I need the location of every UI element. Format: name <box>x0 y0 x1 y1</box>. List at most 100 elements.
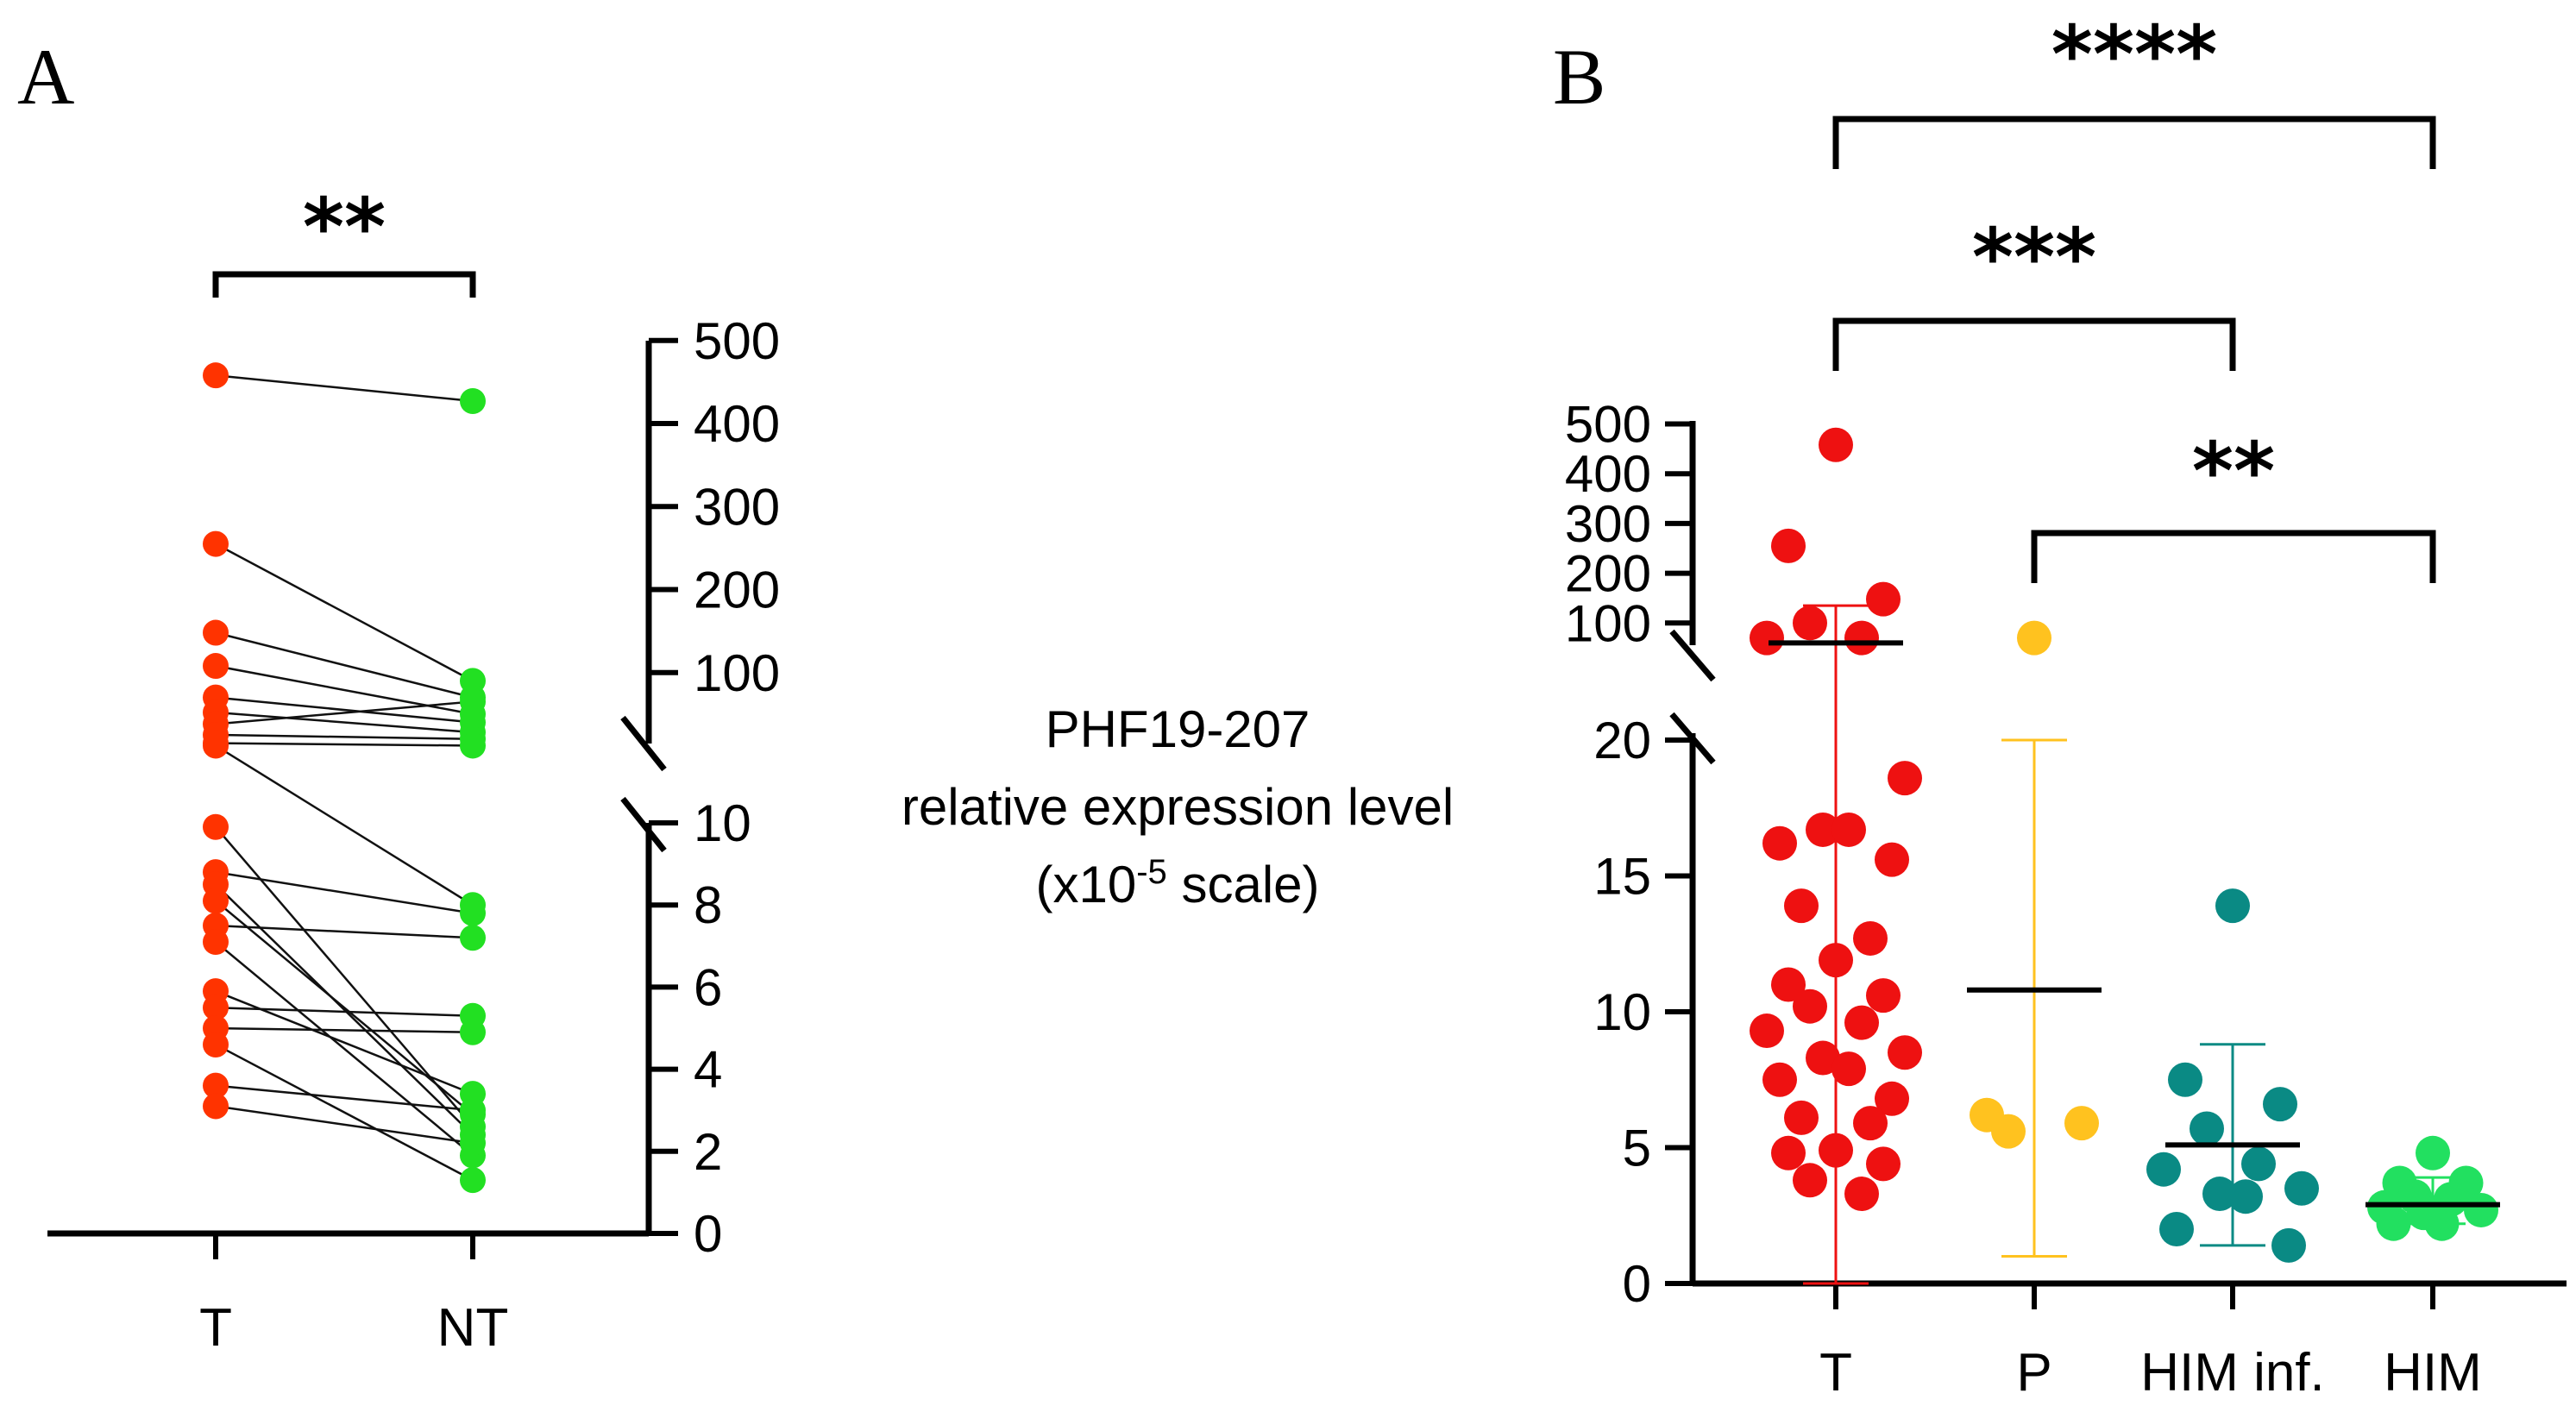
panel-b-point <box>2284 1170 2319 1206</box>
panel-b-tick-label-0: 0 <box>1623 1255 1651 1313</box>
panel-a-point-nt <box>460 1097 486 1124</box>
panel-b-point <box>1819 1133 1853 1168</box>
panel-a-point-t <box>203 995 229 1021</box>
panel-b-point <box>2416 1135 2450 1170</box>
panel-a-tick-label-100: 100 <box>694 644 780 702</box>
panel-b-points <box>1750 427 2498 1263</box>
panel-a-pair-line <box>215 696 474 724</box>
panel-a-axis-break-lower <box>620 796 667 853</box>
panel-a-pair-line <box>215 870 474 914</box>
panel-b-point <box>2241 1146 2276 1182</box>
panel-b-point <box>1888 761 1922 796</box>
panel-a-tick-label-300: 300 <box>694 478 780 536</box>
panel-b-point <box>2376 1206 2411 1241</box>
panel-b-point <box>2017 620 2051 656</box>
panel-label-b: B <box>1553 33 1605 121</box>
panel-a-point-t <box>203 362 229 389</box>
panel-b-point <box>1793 988 1827 1024</box>
panel-a-pair-line <box>215 373 474 403</box>
panel-b-point <box>1806 812 1840 847</box>
panel-a-point-nt <box>460 732 486 759</box>
panel-a-point-t <box>203 1072 229 1099</box>
panel-b-tick-label-300: 300 <box>1565 495 1651 553</box>
panel-a-pair-line <box>215 883 474 1136</box>
y-axis-title-unit-prefix: (x10 <box>1035 856 1136 913</box>
panel-b-tick-label-200: 200 <box>1565 545 1651 603</box>
y-axis-title: PHF19-207 relative expression level (x10… <box>902 700 1454 913</box>
panel-a-point-t <box>203 813 229 840</box>
panel-b-point <box>1844 620 1879 656</box>
panel-b-point <box>2146 1152 2181 1187</box>
panel-a-pair-line <box>215 733 474 740</box>
panel-a-tick-label-500: 500 <box>694 312 780 370</box>
panel-b-point <box>1853 920 1888 956</box>
panel-b-point <box>1819 943 1853 978</box>
panel-label-a: A <box>17 33 74 121</box>
panel-b-comparison-label: **** <box>2051 9 2217 101</box>
panel-b-error-bars <box>1803 604 2466 1285</box>
panel-b-tick-label-500: 500 <box>1565 396 1651 454</box>
panel-a-x-label-nt: NT <box>437 1298 509 1358</box>
panel-b-means <box>1769 640 2500 1208</box>
panel-b-point <box>1793 606 1827 641</box>
panel-a-point-t <box>203 619 229 646</box>
panel-b-point <box>2271 1227 2306 1263</box>
panel-a-axes: 0 2 4 6 8 10 100 200 300 400 500 T NT ** <box>47 181 780 1358</box>
panel-b-point <box>2263 1087 2297 1122</box>
panel-b-point <box>1784 1100 1819 1135</box>
panel-b-x-label-t: T <box>1819 1343 1852 1403</box>
panel-a-point-t <box>203 888 229 914</box>
panel-a-point-nt <box>460 1019 486 1045</box>
y-axis-title-line-1: PHF19-207 <box>1046 700 1310 758</box>
panel-a-tick-label-200: 200 <box>694 562 780 619</box>
panel-a-pair-line <box>215 664 474 716</box>
panel-b-point <box>1866 581 1901 617</box>
panel-b-point <box>1750 620 1784 656</box>
panel-a-pair-line <box>215 1026 474 1034</box>
panel-a-point-t <box>203 653 229 680</box>
panel-b-point <box>2464 1192 2498 1227</box>
panel-a-pair-line <box>215 1105 474 1145</box>
panel-a-tick-label-0: 0 <box>694 1205 722 1263</box>
panel-a-pair-line <box>215 941 474 1157</box>
panel-b-comparison-bracket <box>1832 317 2236 371</box>
panel-b-point <box>1750 1014 1784 1049</box>
panel-a-x-label-t: T <box>199 1298 232 1358</box>
panel-b-point <box>1793 1163 1827 1198</box>
panel-b-point <box>1771 528 1806 563</box>
panel-b-point <box>2215 888 2250 924</box>
panel-a-point-nt <box>460 688 486 715</box>
panel-a-pair-line <box>215 700 474 725</box>
y-axis-title-line-2: relative expression level <box>902 778 1454 836</box>
panel-b-tick-label-20: 20 <box>1593 712 1651 769</box>
panel-a-pair-line <box>215 711 474 734</box>
panel-a-significance-label: ** <box>303 181 386 273</box>
panel-b-tick-label-400: 400 <box>1565 445 1651 503</box>
panel-a-significance-bracket <box>212 271 476 298</box>
panel-b-point <box>2064 1106 2099 1141</box>
panel-b-comparison-bracket <box>1832 116 2436 169</box>
y-axis-title-unit-suffix: scale) <box>1167 856 1320 913</box>
panel-b-point <box>1866 1146 1901 1182</box>
panel-b-point <box>1866 978 1901 1014</box>
panel-a-pair-line <box>215 900 474 1115</box>
panel-a-points <box>203 362 486 1194</box>
panel-b-point <box>1991 1114 2026 1149</box>
panel-b-point <box>1784 888 1819 924</box>
panel-b-point <box>1888 1035 1922 1070</box>
panel-a-tick-label-8: 8 <box>694 876 722 934</box>
panel-a-point-t <box>203 929 229 956</box>
panel-a-tick-label-10: 10 <box>694 794 751 852</box>
panel-b-comparison-label: ** <box>2192 425 2275 518</box>
panel-b-point <box>1831 1051 1866 1087</box>
y-axis-title-unit-exponent: -5 <box>1136 853 1167 891</box>
panel-b-point <box>2202 1177 2237 1212</box>
panel-b-point <box>1771 967 1806 1002</box>
panel-b-point <box>1844 1177 1879 1212</box>
panel-b-x-label-him-inf: HIM inf. <box>2140 1343 2325 1403</box>
panel-b-comparison-label: *** <box>1972 211 2096 304</box>
panel-a-point-t <box>203 530 229 557</box>
panel-b-point <box>1819 427 1853 462</box>
panel-a-pair-line <box>215 744 474 907</box>
